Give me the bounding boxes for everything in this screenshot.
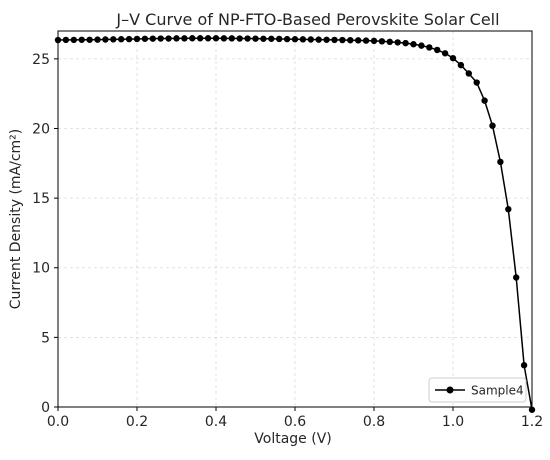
data-point-sample4 [62, 36, 70, 44]
x-tick-label: 0.8 [363, 414, 385, 430]
legend-box [428, 377, 527, 403]
data-point-sample4 [291, 36, 299, 43]
grid [57, 31, 533, 408]
x-tick-label: 1.0 [442, 414, 464, 430]
x-tick-label: 1.2 [521, 414, 543, 430]
data-point-sample4 [236, 35, 243, 42]
data-point-sample4 [212, 35, 220, 42]
x-axis-ticks: 0.0 0.2 0.4 0.6 0.8 1.0 1.2 [47, 407, 543, 430]
data-point-sample4 [125, 35, 133, 43]
data-point-sample4 [528, 406, 536, 413]
data-point-sample4 [370, 37, 378, 45]
data-point-sample4 [520, 362, 528, 369]
data-point-sample4 [165, 35, 172, 42]
data-point-sample4 [283, 35, 291, 43]
x-tick-label: 0.0 [47, 414, 69, 430]
chart-title: J–V Curve of NP-FTO-Based Perovskite Sol… [115, 10, 499, 29]
data-point-sample4 [197, 35, 204, 42]
data-point-sample4 [181, 35, 188, 42]
y-tick-label: 0 [41, 400, 50, 416]
y-axis-label: Current Density (mA/cm²) [8, 129, 24, 310]
data-point-sample4 [339, 36, 346, 44]
series-layer [54, 35, 536, 413]
data-point-sample4 [220, 35, 228, 42]
data-point-sample4 [173, 35, 180, 42]
data-point-sample4 [268, 35, 275, 42]
data-point-sample4 [386, 38, 393, 46]
data-point-sample4 [228, 35, 235, 42]
data-point-sample4 [331, 36, 338, 44]
data-point-sample4 [394, 39, 401, 46]
data-point-sample4 [362, 37, 370, 44]
data-point-sample4 [426, 44, 433, 51]
data-point-sample4 [244, 35, 251, 42]
data-point-sample4 [418, 42, 425, 49]
data-point-sample4 [378, 38, 386, 45]
data-point-sample4 [70, 36, 78, 44]
x-tick-label: 0.4 [205, 414, 227, 430]
data-point-sample4 [402, 39, 409, 47]
x-axis-label: Voltage (V) [254, 431, 331, 447]
data-point-sample4 [497, 158, 504, 166]
data-point-sample4 [260, 35, 267, 42]
data-point-sample4 [449, 54, 457, 62]
y-tick-label: 10 [32, 261, 50, 277]
y-tick-label: 5 [41, 330, 50, 346]
data-point-sample4 [252, 35, 259, 42]
data-point-sample4 [204, 35, 212, 42]
x-tick-label: 0.2 [126, 414, 148, 430]
y-tick-label: 15 [32, 191, 50, 207]
data-point-sample4 [513, 274, 520, 281]
data-point-sample4 [481, 97, 488, 104]
data-point-sample4 [323, 36, 330, 43]
y-axis-ticks: 0 5 10 15 20 25 [32, 52, 58, 416]
y-tick-label: 20 [32, 121, 50, 137]
data-point-sample4 [102, 36, 109, 43]
data-point-sample4 [118, 36, 125, 43]
data-point-sample4 [157, 35, 164, 42]
data-point-sample4 [434, 46, 441, 54]
data-point-sample4 [410, 41, 417, 48]
legend-label-sample4: Sample4 [471, 384, 524, 398]
data-point-sample4 [110, 36, 117, 43]
data-point-sample4 [141, 35, 149, 42]
data-point-sample4 [133, 35, 141, 43]
data-point-sample4 [489, 122, 496, 129]
data-point-sample4 [355, 37, 362, 44]
data-point-sample4 [315, 36, 322, 43]
data-point-sample4 [465, 70, 472, 77]
data-point-sample4 [307, 36, 314, 43]
data-point-sample4 [505, 206, 512, 213]
y-tick-label: 25 [32, 52, 50, 68]
data-point-sample4 [473, 79, 480, 86]
legend: Sample4 [428, 377, 527, 403]
data-point-sample4 [189, 35, 196, 42]
x-tick-label: 0.6 [284, 414, 306, 430]
legend-marker-sample4 [446, 386, 454, 394]
data-point-sample4 [441, 50, 449, 57]
data-point-sample4 [457, 61, 465, 69]
data-point-sample4 [276, 35, 283, 43]
data-point-sample4 [54, 36, 62, 44]
data-point-sample4 [94, 36, 101, 43]
data-point-sample4 [299, 36, 307, 43]
data-point-sample4 [86, 36, 93, 43]
data-point-sample4 [78, 36, 85, 43]
data-point-sample4 [347, 36, 354, 44]
data-point-sample4 [149, 35, 156, 42]
